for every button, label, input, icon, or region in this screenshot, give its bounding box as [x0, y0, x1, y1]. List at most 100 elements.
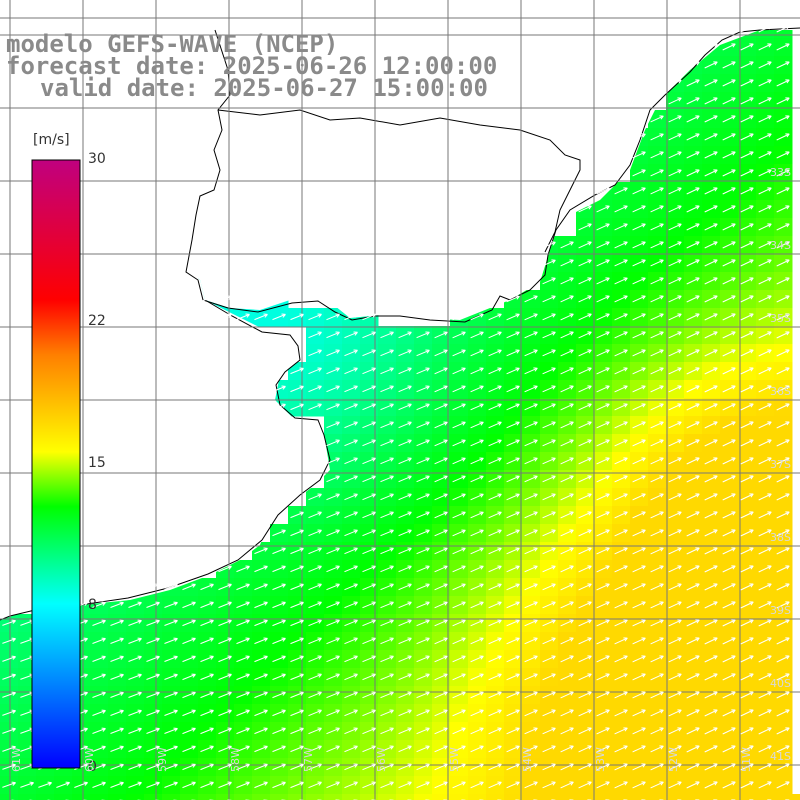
- wind-arrow: [722, 763, 736, 771]
- wind-arrow: [758, 295, 772, 303]
- wind-arrow: [362, 637, 376, 645]
- wind-arrow: [92, 781, 106, 788]
- wind-arrow: [668, 331, 682, 339]
- wind-arrow: [506, 637, 520, 645]
- wind-arrow: [524, 331, 538, 339]
- wind-arrow: [614, 313, 628, 321]
- wind-arrow: [704, 691, 718, 699]
- wind-arrow: [434, 511, 448, 519]
- wind-arrow: [344, 331, 358, 339]
- wind-arrow: [164, 673, 178, 680]
- wind-arrow: [776, 511, 790, 519]
- wind-arrow: [488, 619, 502, 627]
- wind-arrow: [704, 133, 718, 141]
- wind-arrow: [542, 529, 556, 537]
- wind-arrow: [110, 655, 124, 662]
- wind-arrow: [236, 601, 250, 609]
- wind-arrow: [416, 511, 430, 519]
- wind-arrow: [470, 601, 484, 609]
- wind-arrow: [290, 547, 304, 555]
- wind-arrow: [668, 547, 682, 555]
- wind-arrow: [776, 727, 790, 735]
- wind-arrow: [326, 655, 340, 663]
- wind-arrow: [200, 673, 214, 681]
- wind-arrow: [344, 529, 358, 537]
- wind-arrow: [200, 637, 214, 645]
- wind-arrow: [452, 439, 466, 447]
- wind-arrow: [596, 745, 610, 753]
- wind-arrow: [362, 421, 376, 429]
- wind-arrow: [758, 511, 772, 519]
- wind-arrow: [722, 169, 736, 177]
- wind-arrow: [542, 313, 556, 321]
- wind-arrow: [686, 349, 700, 357]
- wind-arrow: [128, 673, 142, 680]
- wind-arrow: [434, 349, 448, 357]
- wind-arrow: [290, 763, 304, 771]
- wind-arrow: [452, 313, 466, 321]
- wind-cell: [576, 794, 595, 800]
- wind-arrow: [650, 655, 664, 663]
- wind-arrow: [668, 403, 682, 411]
- wind-arrow: [740, 241, 754, 249]
- wind-arrow: [632, 349, 646, 357]
- wind-arrow: [344, 385, 358, 393]
- wind-arrow: [452, 745, 466, 753]
- wind-arrow: [686, 61, 700, 69]
- wind-arrow: [704, 529, 718, 537]
- wind-arrow: [92, 763, 106, 770]
- wind-arrow: [632, 475, 646, 483]
- wind-arrow: [488, 313, 502, 321]
- wind-arrow: [380, 349, 394, 357]
- wind-arrow: [758, 367, 772, 375]
- wind-arrow: [560, 493, 574, 501]
- wind-arrow: [776, 709, 790, 717]
- wind-arrow: [722, 25, 736, 33]
- wind-arrow: [668, 457, 682, 465]
- wind-cell: [684, 794, 703, 800]
- wind-arrow: [776, 277, 790, 285]
- wind-arrow: [182, 781, 196, 789]
- wind-arrow: [596, 187, 610, 195]
- wind-arrow: [722, 241, 736, 249]
- wind-arrow: [488, 601, 502, 609]
- wind-arrow: [686, 385, 700, 393]
- wind-cell: [36, 794, 55, 800]
- wind-arrow: [506, 385, 520, 393]
- wind-arrow: [614, 259, 628, 267]
- wind-arrow: [434, 655, 448, 663]
- colorbar-tick-label: 22: [88, 313, 106, 330]
- wind-arrow: [740, 169, 754, 177]
- wind-arrow: [596, 655, 610, 663]
- wind-arrow: [758, 115, 772, 123]
- wind-arrow: [776, 475, 790, 483]
- wind-arrow: [452, 457, 466, 465]
- wind-arrow: [578, 331, 592, 339]
- wind-arrow: [290, 313, 304, 321]
- wind-arrow: [326, 331, 340, 339]
- wind-arrow: [668, 475, 682, 483]
- wind-arrow: [596, 709, 610, 717]
- wind-arrow: [524, 529, 538, 537]
- wind-arrow: [164, 763, 178, 770]
- wind-arrow: [596, 259, 610, 267]
- wind-arrow: [398, 745, 412, 753]
- wind-arrow: [668, 781, 682, 789]
- wind-arrow: [470, 349, 484, 357]
- wind-arrow: [542, 295, 556, 303]
- wind-arrow: [776, 745, 790, 753]
- wind-arrow: [560, 331, 574, 339]
- wind-arrow: [704, 673, 718, 681]
- wind-arrow: [650, 187, 664, 195]
- wind-arrow: [524, 493, 538, 501]
- wind-arrow: [362, 691, 376, 699]
- wind-arrow: [578, 205, 592, 213]
- wind-arrow: [614, 565, 628, 573]
- wind-arrow: [740, 457, 754, 465]
- wind-arrow: [506, 691, 520, 699]
- wind-cell: [306, 794, 325, 800]
- wind-arrow: [686, 673, 700, 681]
- wind-arrow: [2, 673, 16, 680]
- longitude-label: 51W: [740, 747, 753, 772]
- wind-arrow: [380, 763, 394, 771]
